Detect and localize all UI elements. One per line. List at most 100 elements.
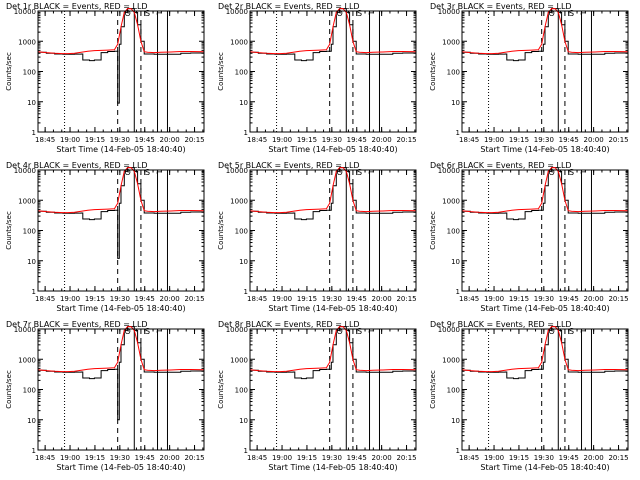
annotation-marker: ⌐ (156, 9, 163, 18)
y-tick-label: 10 (27, 417, 36, 425)
annotation-marker: O (548, 9, 554, 18)
plot-data-area (249, 167, 417, 291)
x-tick-label: 19:00 (60, 295, 80, 303)
x-tick-label: 19:15 (509, 295, 529, 303)
x-tick-label: 20:00 (584, 295, 604, 303)
y-tick-label: 1000 (18, 356, 36, 364)
x-tick-label: 20:00 (160, 295, 180, 303)
x-tick-label: 19:45 (347, 136, 367, 144)
x-tick-label: 20:00 (372, 295, 392, 303)
x-tick-label: 20:15 (396, 136, 416, 144)
series-events-line (250, 326, 417, 380)
detector-panel-3: Det 3r BLACK = Events, RED = LLD Counts/s… (429, 2, 629, 154)
x-tick-label: 19:30 (322, 454, 342, 462)
x-tick-label: 18:45 (35, 295, 55, 303)
plot-data-area (37, 8, 205, 132)
x-tick-label: 18:45 (459, 454, 479, 462)
x-tick-label: 19:00 (484, 295, 504, 303)
y-tick-label: 1000 (230, 38, 248, 46)
annotation-marker: O (124, 9, 130, 18)
x-tick-label: 19:00 (484, 136, 504, 144)
detector-panel-9: Det 9r BLACK = Events, RED = LLD Counts/s… (429, 320, 629, 472)
y-tick-label: 1 (244, 447, 248, 455)
annotation-marker: O (124, 168, 130, 177)
x-tick-label: 20:00 (160, 136, 180, 144)
y-tick-label: 10 (451, 99, 460, 107)
y-tick-label: 1 (244, 129, 248, 137)
y-tick-label: 1 (244, 288, 248, 296)
x-tick-label: 19:45 (135, 295, 155, 303)
y-tick-label: 100 (447, 228, 460, 236)
x-tick-label: 19:30 (534, 136, 554, 144)
annotation-marker: S (145, 9, 150, 18)
y-axis-label: Counts/sec (5, 211, 13, 250)
annotation-marker: ⌐ (156, 168, 163, 177)
x-tick-label: 18:45 (247, 136, 267, 144)
y-tick-label: 100 (23, 228, 36, 236)
y-tick-label: 100 (447, 69, 460, 77)
panel-title: Det 6r BLACK = Events, RED = LLD (430, 161, 572, 170)
series-events-line (38, 326, 205, 421)
x-tick-label: 20:15 (396, 454, 416, 462)
annotation-marker: ⌐ (580, 168, 587, 177)
x-tick-label: 19:15 (509, 454, 529, 462)
x-tick-label: 19:15 (297, 295, 317, 303)
y-tick-label: 1 (32, 288, 36, 296)
plot-data-area (461, 167, 629, 291)
y-tick-label: 10000 (226, 8, 248, 16)
y-tick-label: 100 (447, 387, 460, 395)
annotation-marker: ⌐ (368, 168, 375, 177)
y-axis-label: Counts/sec (217, 211, 225, 250)
annotation-marker: O (336, 168, 342, 177)
series-lld-line (37, 8, 205, 55)
detector-panel-1: Det 1r BLACK = Events, RED = LLD Counts/s… (5, 2, 205, 154)
plot-frame (249, 10, 417, 133)
annotation-marker: ⌐ (368, 9, 375, 18)
series-lld-line (37, 167, 205, 214)
y-tick-label: 1000 (230, 197, 248, 205)
x-tick-label: 18:45 (459, 295, 479, 303)
panel-title: Det 3r BLACK = Events, RED = LLD (430, 2, 572, 11)
x-tick-label: 19:45 (559, 454, 579, 462)
x-tick-label: 20:15 (184, 454, 204, 462)
x-tick-label: 18:45 (35, 454, 55, 462)
detector-panel-8: Det 8r BLACK = Events, RED = LLD Counts/s… (217, 320, 417, 472)
series-lld-line (249, 326, 417, 373)
plot-frame (461, 169, 629, 292)
plot-frame (37, 10, 205, 133)
y-tick-label: 10000 (438, 167, 460, 175)
x-tick-label: 19:30 (110, 295, 130, 303)
series-lld-line (461, 167, 629, 214)
x-tick-label: 19:30 (110, 136, 130, 144)
x-tick-label: 20:00 (584, 454, 604, 462)
y-tick-label: 10 (239, 258, 248, 266)
annotation-marker: S (569, 9, 574, 18)
x-tick-label: 19:00 (272, 295, 292, 303)
y-tick-label: 10000 (14, 326, 36, 334)
y-axis-label: Counts/sec (429, 52, 437, 91)
annotation-marker: ⌐ (368, 327, 375, 336)
annotation-marker: O (336, 9, 342, 18)
x-axis-label: Start Time (14-Feb-05 18:40:40) (480, 145, 609, 154)
y-tick-label: 100 (235, 387, 248, 395)
y-axis-label: Counts/sec (429, 211, 437, 250)
panel-title: Det 4r BLACK = Events, RED = LLD (6, 161, 148, 170)
x-tick-label: 19:30 (322, 295, 342, 303)
y-tick-label: 10000 (226, 326, 248, 334)
panel-title: Det 7r BLACK = Events, RED = LLD (6, 320, 148, 329)
x-tick-label: 19:15 (85, 454, 105, 462)
annotation-marker: S (357, 9, 362, 18)
x-tick-label: 19:45 (135, 136, 155, 144)
x-tick-label: 18:45 (247, 295, 267, 303)
x-tick-label: 20:15 (184, 295, 204, 303)
y-tick-label: 1 (32, 129, 36, 137)
plot-frame (37, 169, 205, 292)
panel-title: Det 2r BLACK = Events, RED = LLD (218, 2, 360, 11)
x-axis-label: Start Time (14-Feb-05 18:40:40) (480, 463, 609, 472)
detector-panel-5: Det 5r BLACK = Events, RED = LLD Counts/s… (217, 161, 417, 313)
x-tick-label: 19:15 (85, 295, 105, 303)
y-axis-label: Counts/sec (217, 370, 225, 409)
plot-frame (249, 169, 417, 292)
x-axis-label: Start Time (14-Feb-05 18:40:40) (268, 145, 397, 154)
